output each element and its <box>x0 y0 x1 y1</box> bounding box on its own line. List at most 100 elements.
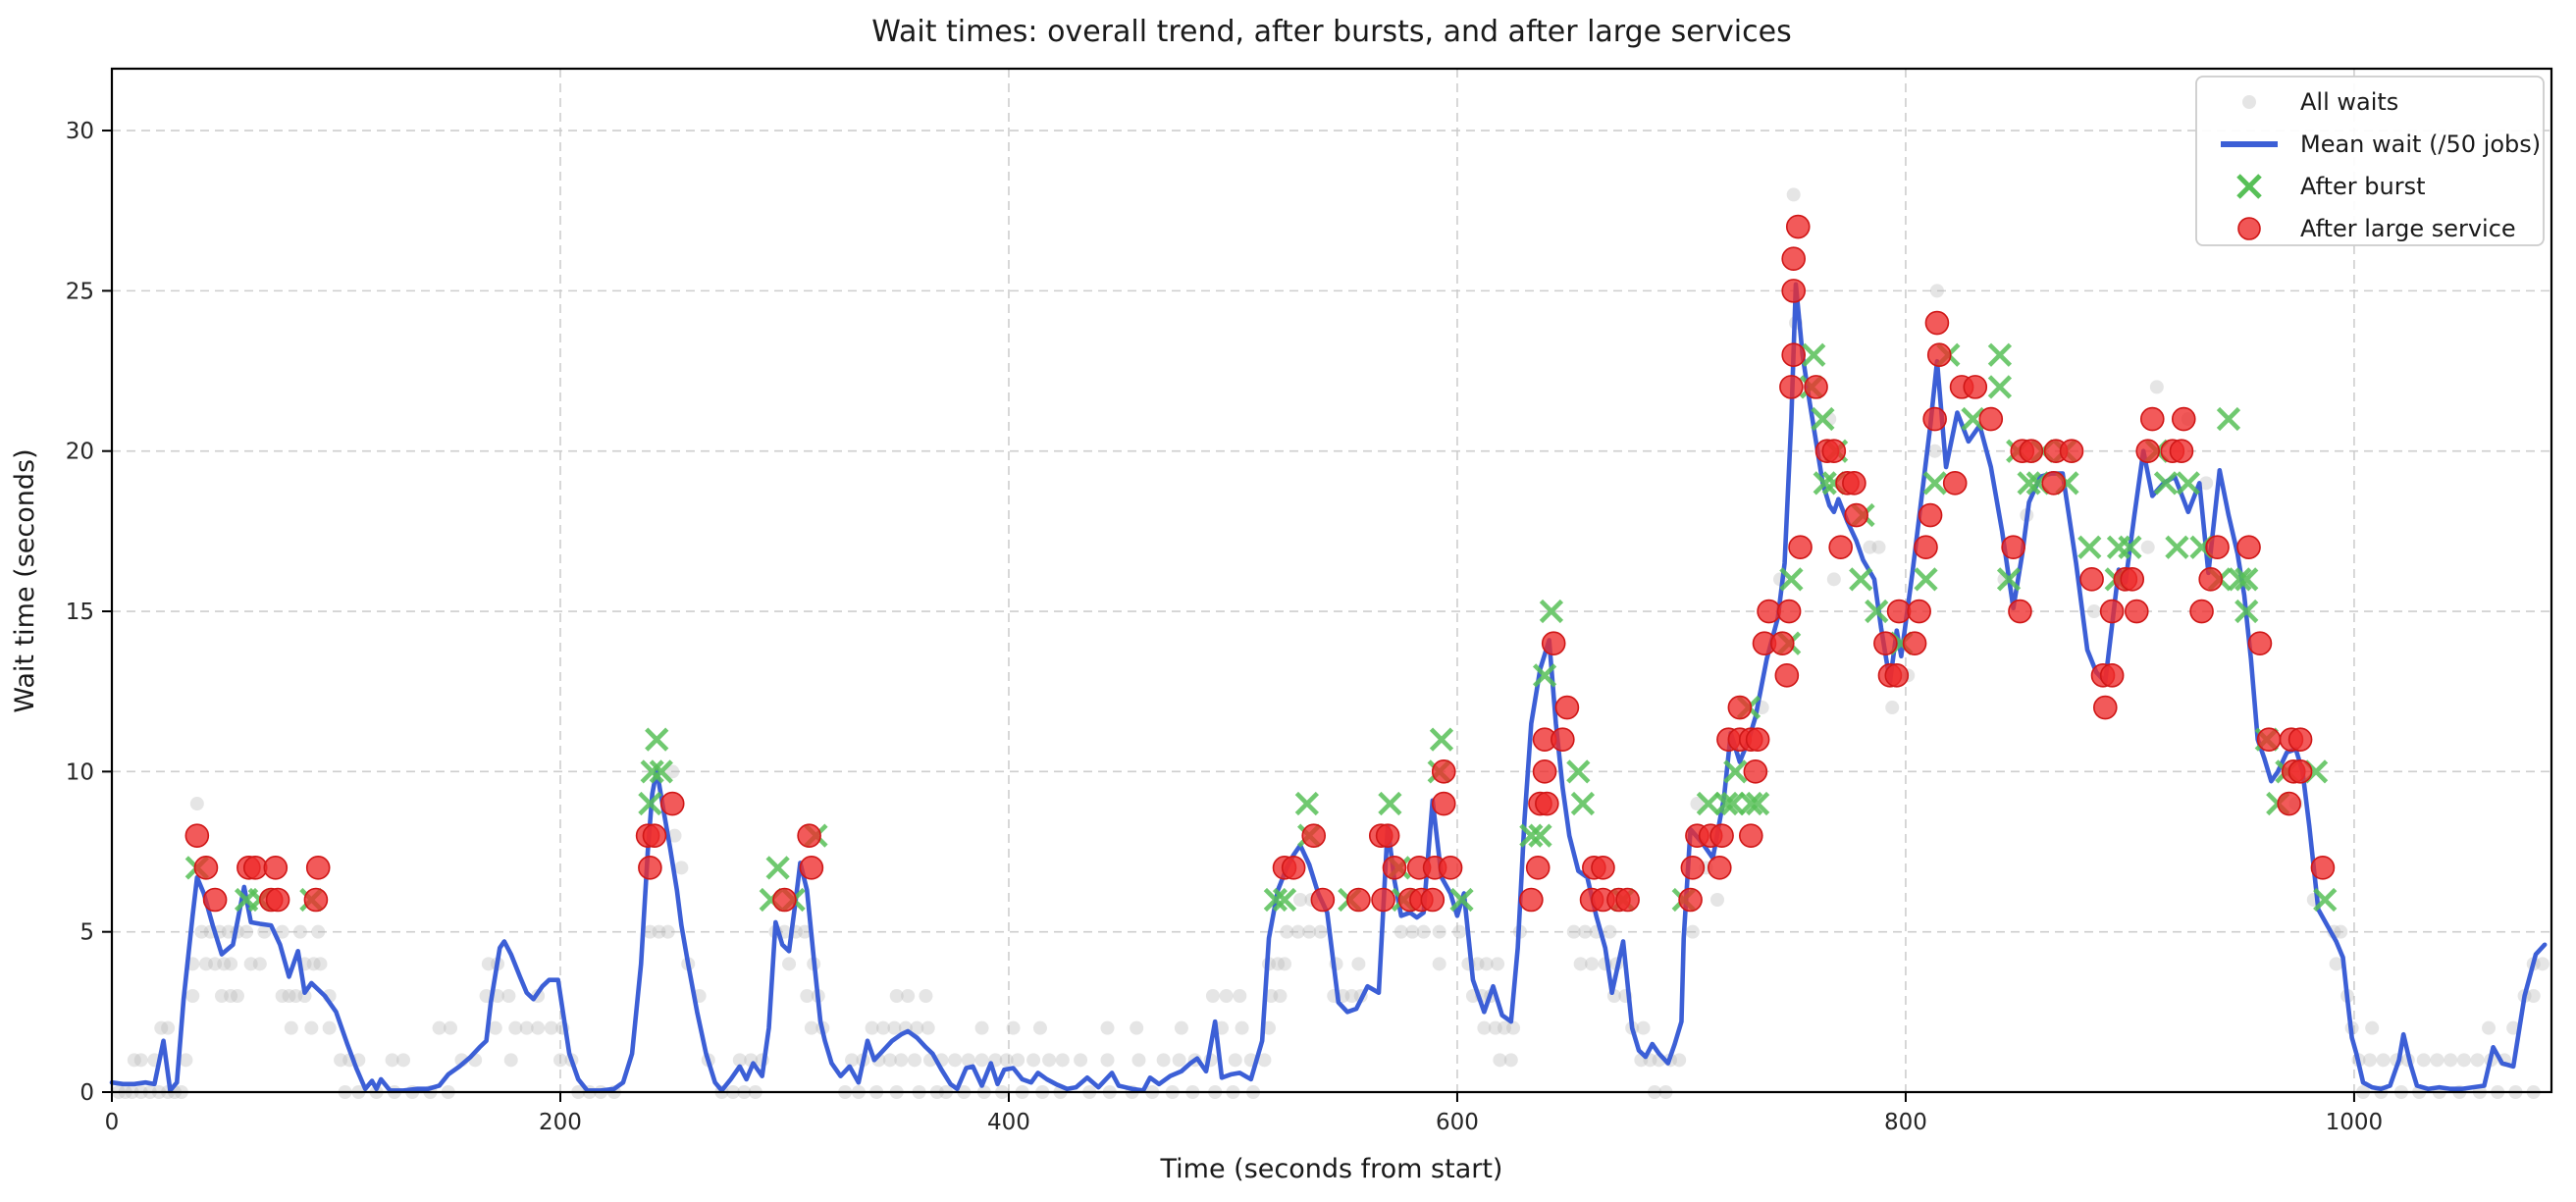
after-large-service-point <box>2124 599 2149 624</box>
after-large-service-point <box>1371 887 1395 913</box>
after-large-service-point <box>1781 246 1806 272</box>
all-waits-point <box>1100 1053 1115 1068</box>
after-large-service-point <box>242 856 268 880</box>
after-large-service-point <box>2092 695 2118 720</box>
all-waits-point <box>503 1053 518 1068</box>
all-waits-point <box>1573 957 1588 971</box>
after-large-service-point <box>1738 823 1763 848</box>
after-burst-scatter <box>184 342 2338 913</box>
all-waits-point <box>1585 957 1600 971</box>
after-burst-point <box>2234 599 2259 624</box>
all-waits-point <box>289 989 303 1004</box>
all-waits-point <box>2334 924 2348 939</box>
all-waits-point <box>133 1053 148 1068</box>
all-waits-point <box>1786 187 1801 202</box>
after-burst-point <box>1961 406 1985 432</box>
all-waits-point <box>1257 1053 1272 1068</box>
after-large-service-point <box>2019 439 2044 463</box>
after-large-service-point <box>1884 663 1910 688</box>
after-large-service-point <box>1781 342 1806 368</box>
after-large-service-point <box>1551 727 1575 752</box>
all-waits-point <box>224 989 238 1004</box>
after-large-service-point <box>265 887 290 913</box>
all-waits-point <box>2140 540 2155 554</box>
all-waits-point <box>2362 1053 2377 1068</box>
all-waits-point <box>1074 1053 1088 1068</box>
all-waits-point <box>189 797 204 811</box>
after-large-service-point <box>2059 439 2084 463</box>
all-waits-point <box>1503 1053 1518 1068</box>
after-large-service-point <box>1519 887 1544 913</box>
after-burst-point <box>1696 791 1720 816</box>
after-large-service-point <box>2008 599 2032 624</box>
after-large-service-point <box>1844 502 1868 528</box>
after-burst-point <box>2077 535 2102 559</box>
after-large-service-point <box>2099 663 2125 688</box>
after-burst-point <box>1914 567 1938 592</box>
after-large-service-point <box>1554 695 1580 720</box>
after-large-service-point <box>2310 856 2336 880</box>
all-waits-point <box>1026 1053 1041 1068</box>
all-waits-point <box>2535 957 2550 971</box>
all-waits-point <box>1885 701 1900 715</box>
all-waits-point <box>243 957 258 971</box>
after-burst-point <box>1532 663 1557 688</box>
after-large-service-point <box>2236 535 2261 559</box>
after-burst-point <box>1739 791 1763 816</box>
after-large-service-point <box>1375 823 1400 848</box>
all-waits-point <box>432 1020 447 1035</box>
all-waits-point <box>845 1053 860 1068</box>
y-tick-label-30: 30 <box>66 119 94 144</box>
after-burst-point <box>1987 342 2013 367</box>
x-axis-label: Time (seconds from start) <box>1160 1154 1503 1184</box>
after-large-service-point <box>1779 375 1804 399</box>
after-large-service-scatter <box>184 214 2336 913</box>
after-large-service-point <box>2099 599 2125 624</box>
all-waits-point <box>185 989 200 1004</box>
after-large-service-point <box>2256 727 2282 752</box>
after-burst-point <box>1720 791 1746 816</box>
all-waits-point <box>782 957 797 971</box>
all-waits-point <box>1280 924 1294 939</box>
after-burst-legend-icon <box>2236 174 2262 199</box>
after-burst-point <box>2234 567 2259 592</box>
all-waits-point <box>804 1020 818 1035</box>
after-large-service-point <box>1420 887 1446 913</box>
after-burst-point <box>1996 567 2022 592</box>
all-waits-point <box>1042 1053 1057 1068</box>
all-waits-point <box>257 924 272 939</box>
mean-wait-polyline <box>109 282 2548 1093</box>
all-waits-point <box>1636 1020 1651 1035</box>
all-waits-point <box>798 924 813 939</box>
all-waits-point <box>1416 924 1431 939</box>
all-waits-point <box>876 1020 891 1035</box>
x-tick-label-600: 600 <box>1436 1110 1479 1135</box>
y-tick-label-10: 10 <box>66 759 94 785</box>
after-large-service-point <box>1382 856 1407 880</box>
all-waits-point <box>1506 1020 1521 1035</box>
all-waits-point <box>887 1020 902 1035</box>
all-waits-point <box>1055 1053 1070 1068</box>
all-waits-point <box>179 1053 193 1068</box>
all-waits-point <box>1032 1020 1047 1035</box>
after-large-service-point <box>1828 535 1853 559</box>
all-waits-point <box>214 989 229 1004</box>
all-waits-point <box>1278 957 1292 971</box>
all-waits-legend-icon <box>2242 95 2256 109</box>
after-burst-point <box>1528 823 1552 848</box>
all-waits-point <box>306 957 321 971</box>
all-waits-point <box>198 957 213 971</box>
all-waits-point <box>444 1020 458 1035</box>
all-waits-point <box>284 1020 298 1035</box>
after-large-service-point <box>2287 727 2313 752</box>
all-waits-point <box>865 1020 879 1035</box>
after-large-service-point <box>1788 535 1813 559</box>
all-waits-point <box>1685 924 1700 939</box>
after-large-service-point <box>2139 406 2165 432</box>
x-axis: 0 200 400 600 800 1000 <box>105 1092 2383 1135</box>
all-waits-point <box>2149 380 2164 394</box>
after-large-service-point <box>1743 759 1768 784</box>
after-large-service-point <box>1785 214 1811 239</box>
all-waits-point <box>1264 989 1279 1004</box>
